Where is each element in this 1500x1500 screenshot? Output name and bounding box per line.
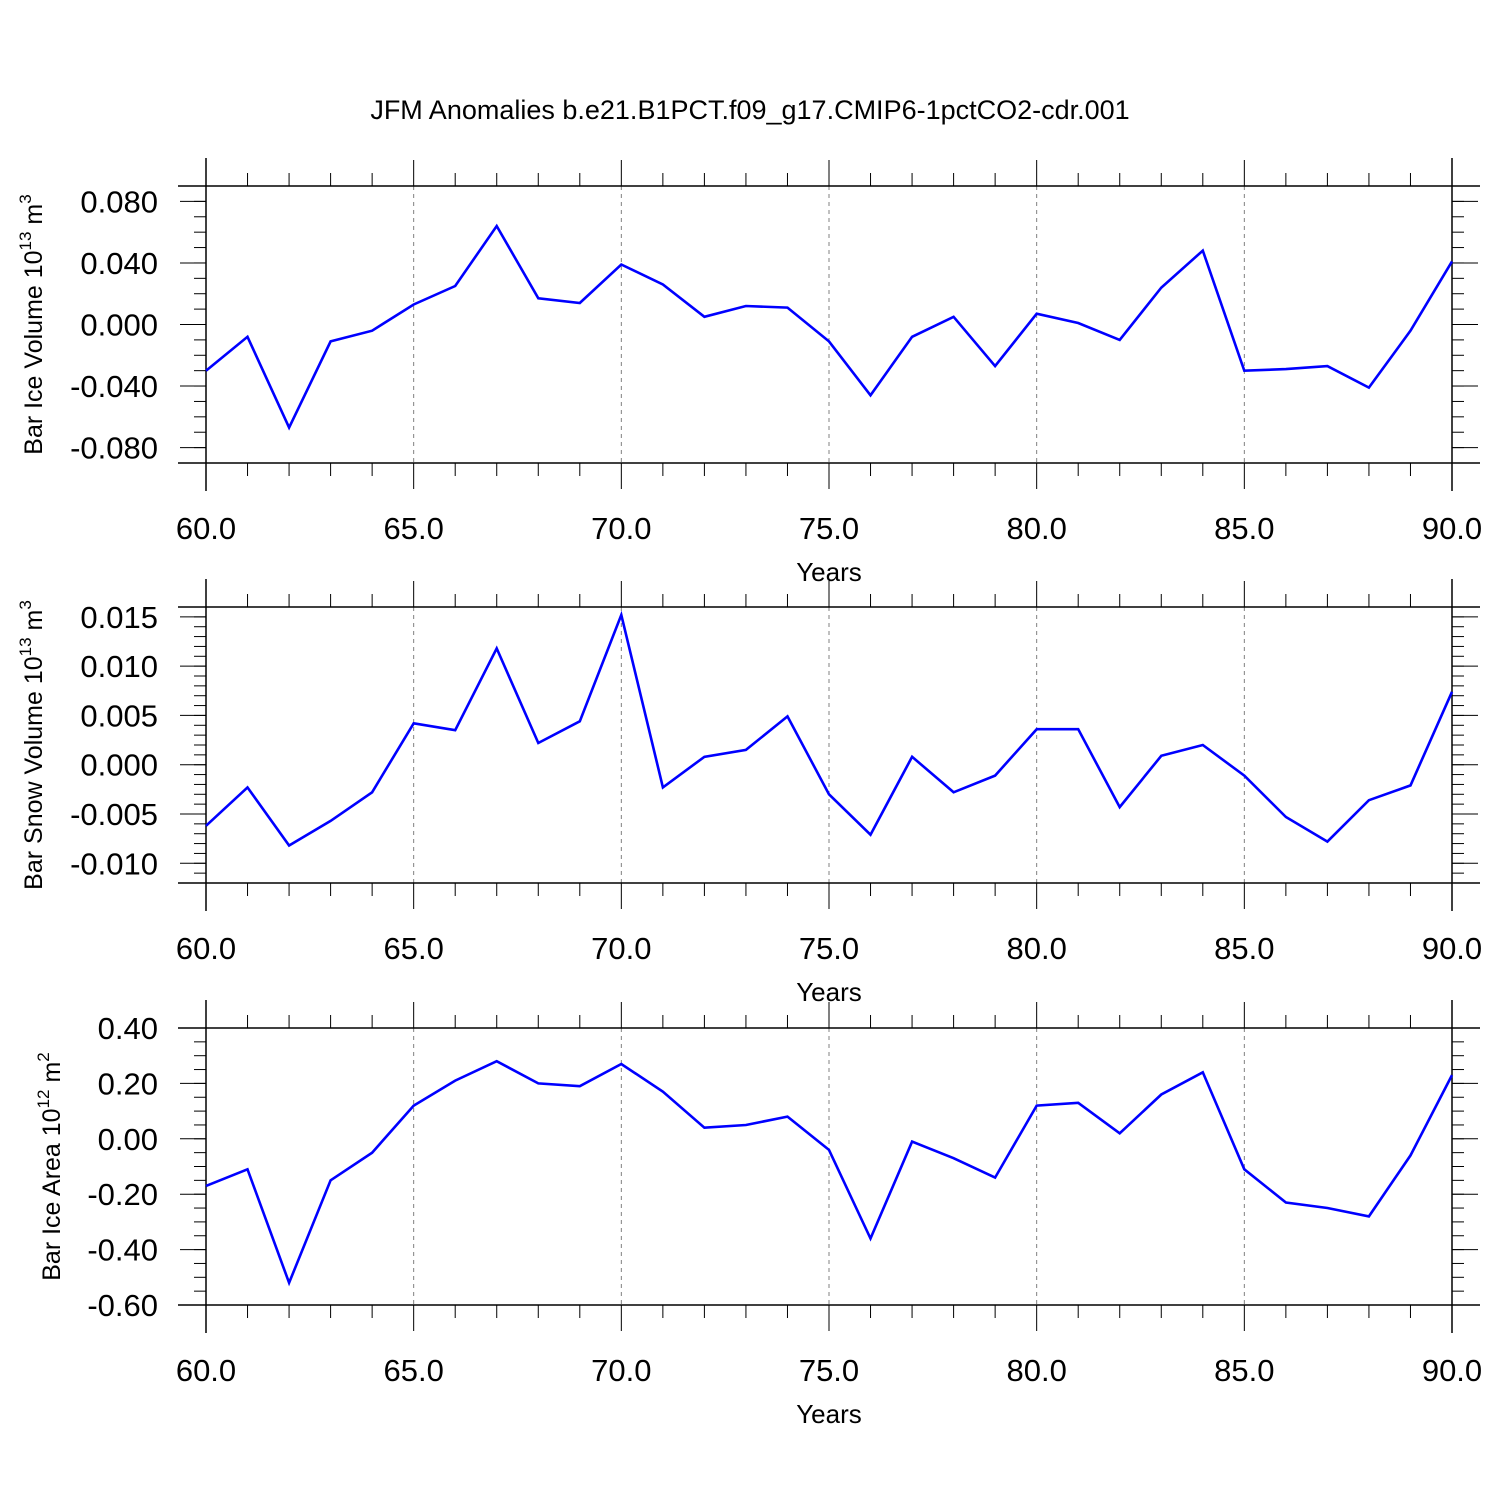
y-axis-label-part: Bar Snow Volume 10 (20, 656, 48, 889)
series-line (205, 223, 1454, 431)
y-axis-label-superscript: 3 (16, 194, 35, 203)
series-line (205, 610, 1454, 848)
x-tick-label: 90.0 (1422, 1353, 1482, 1388)
y-axis-label-part: m (38, 1062, 66, 1090)
y-axis-label-part: m (20, 204, 48, 232)
y-tick-label: 0.080 (80, 184, 158, 219)
y-tick-label: -0.60 (87, 1288, 158, 1323)
x-tick-label: 70.0 (591, 1353, 651, 1388)
x-tick-label: 60.0 (176, 931, 236, 966)
x-tick-label: 65.0 (383, 1353, 443, 1388)
y-tick-label: -0.010 (70, 846, 158, 881)
x-tick-label: 85.0 (1214, 1353, 1274, 1388)
figure-title: JFM Anomalies b.e21.B1PCT.f09_g17.CMIP6-… (370, 95, 1130, 125)
y-tick-label: -0.040 (70, 369, 158, 404)
x-tick-label: 80.0 (1006, 931, 1066, 966)
y-axis-label-superscript: 13 (16, 637, 35, 656)
y-axis-label-superscript: 13 (16, 232, 35, 251)
panel-ice-area: 60.0 65.0 70.0 75.0 80.0 85.0 90.0 0.40 0.20 0.00… (34, 1000, 1482, 1429)
y-axis-label-superscript: 3 (16, 600, 35, 609)
y-tick-label: 0.015 (80, 600, 158, 635)
x-tick-label: 75.0 (799, 1353, 859, 1388)
x-tick-label: 70.0 (591, 931, 651, 966)
y-axis-label: Bar Ice Area 1012 m2 (34, 1052, 66, 1281)
y-axis-label: Bar Ice Volume 1013 m3 (16, 194, 48, 454)
y-tick-label: 0.005 (80, 698, 158, 733)
x-tick-label: 75.0 (799, 931, 859, 966)
series-line (205, 1059, 1454, 1287)
y-axis-label-part: Bar Ice Area 10 (38, 1108, 66, 1280)
x-tick-label: 90.0 (1422, 511, 1482, 546)
x-tick-label: 70.0 (591, 511, 651, 546)
y-tick-label: 0.000 (80, 748, 158, 783)
y-axis-label-part: m (20, 610, 48, 638)
y-axis-label-superscript: 2 (34, 1052, 53, 1061)
x-tick-label: 90.0 (1422, 931, 1482, 966)
y-tick-label: -0.20 (87, 1177, 158, 1212)
panel-ice-volume: 60.0 65.0 70.0 75.0 80.0 85.0 90.0 0.080 0.040 0.… (16, 158, 1482, 587)
y-tick-label: 0.40 (98, 1011, 158, 1046)
y-tick-label: -0.40 (87, 1233, 158, 1268)
y-axis-label-part: Bar Ice Volume 10 (20, 250, 48, 454)
x-axis-label: Years (796, 1399, 862, 1429)
x-tick-label: 85.0 (1214, 931, 1274, 966)
panel-snow-volume: 60.0 65.0 70.0 75.0 80.0 85.0 90.0 0.015 0.010 0.… (16, 579, 1482, 1007)
x-tick-label: 60.0 (176, 511, 236, 546)
y-tick-label: 0.00 (98, 1122, 158, 1157)
x-tick-label: 60.0 (176, 1353, 236, 1388)
y-tick-label: -0.080 (70, 431, 158, 466)
y-axis-label-superscript: 12 (34, 1090, 53, 1109)
x-tick-label: 65.0 (383, 511, 443, 546)
x-tick-label: 80.0 (1006, 511, 1066, 546)
x-tick-label: 75.0 (799, 511, 859, 546)
y-tick-label: 0.010 (80, 649, 158, 684)
y-tick-label: 0.20 (98, 1066, 158, 1101)
y-tick-label: -0.005 (70, 797, 158, 832)
x-tick-label: 80.0 (1006, 1353, 1066, 1388)
x-tick-label: 65.0 (383, 931, 443, 966)
y-axis-label: Bar Snow Volume 1013 m3 (16, 600, 48, 890)
y-tick-label: 0.000 (80, 308, 158, 343)
x-tick-label: 85.0 (1214, 511, 1274, 546)
y-tick-label: 0.040 (80, 246, 158, 281)
